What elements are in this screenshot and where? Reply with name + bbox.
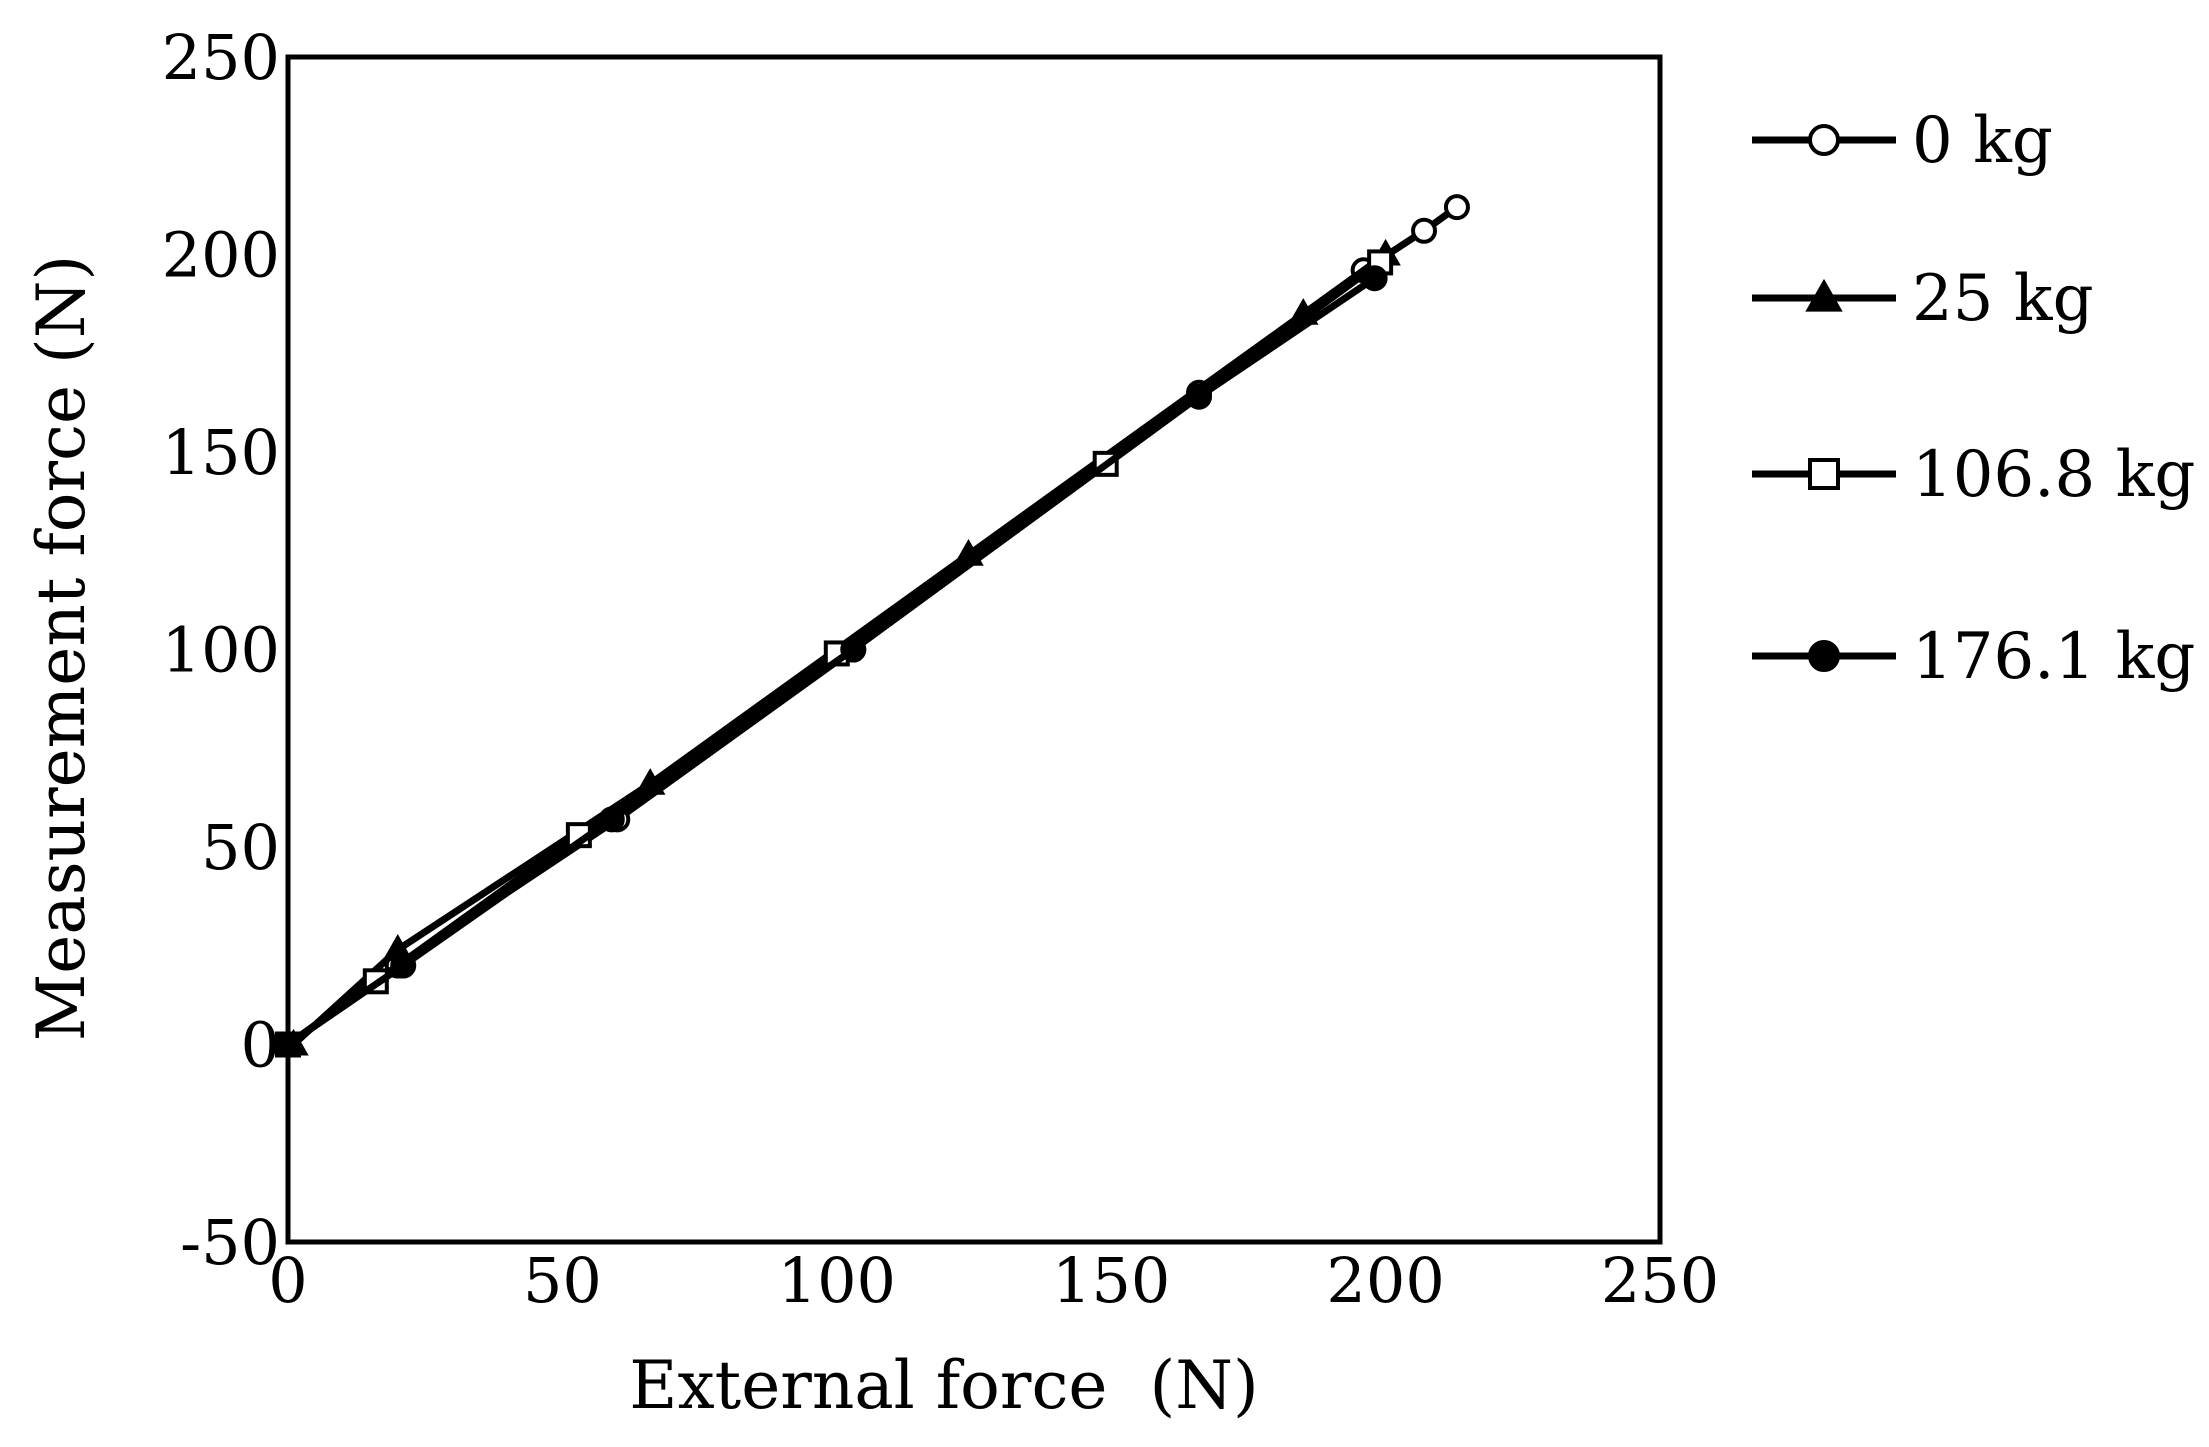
y-tick-label: 150 bbox=[162, 416, 280, 489]
x-tick-label: 100 bbox=[778, 1244, 896, 1317]
legend-marker bbox=[1808, 124, 1840, 156]
legend-marker bbox=[1808, 640, 1840, 672]
data-point bbox=[275, 1031, 301, 1058]
x-axis-label: External force (N) bbox=[629, 1347, 1258, 1424]
x-tick-label: 200 bbox=[1326, 1244, 1444, 1317]
data-point bbox=[390, 952, 417, 979]
x-tick-label: 50 bbox=[523, 1244, 602, 1317]
y-tick-label: 200 bbox=[162, 219, 280, 292]
legend-marker bbox=[1805, 278, 1843, 312]
y-tick-label: 250 bbox=[162, 21, 280, 94]
y-tick-label: -50 bbox=[180, 1206, 280, 1279]
x-tick-label: 250 bbox=[1601, 1244, 1719, 1317]
legend-item: 25 kg bbox=[1752, 262, 2094, 336]
series-4 bbox=[275, 265, 1388, 1058]
legend-label: 25 kg bbox=[1912, 262, 2094, 336]
x-tick-label: 150 bbox=[1052, 1244, 1170, 1317]
data-point bbox=[1361, 265, 1388, 292]
data-point bbox=[598, 806, 625, 833]
y-tick-label: 50 bbox=[201, 811, 280, 884]
legend-item: 176.1 kg bbox=[1752, 620, 2195, 694]
data-point bbox=[1186, 383, 1213, 410]
legend-label: 176.1 kg bbox=[1912, 620, 2195, 694]
data-point bbox=[1443, 194, 1470, 221]
series-line bbox=[286, 275, 1377, 1048]
legend-marker bbox=[1808, 458, 1840, 490]
legend: 0 kg 25 kg 106.8 kg 176.1 kg bbox=[1752, 104, 2195, 694]
y-axis-label: Measurement force (N) bbox=[23, 255, 100, 1042]
plot-frame bbox=[285, 54, 1663, 1245]
legend-item: 0 kg bbox=[1752, 104, 2053, 178]
y-tick-label: 0 bbox=[241, 1009, 280, 1082]
y-tick-labels: -50 0 50 100 150 200 250 bbox=[162, 21, 280, 1279]
data-point bbox=[840, 636, 867, 663]
data-point bbox=[1411, 217, 1438, 244]
legend-item: 106.8 kg bbox=[1752, 438, 2195, 512]
x-tick-labels: 0 50 100 150 200 250 bbox=[268, 1244, 1719, 1317]
legend-label: 106.8 kg bbox=[1912, 438, 2195, 512]
series-layer bbox=[275, 194, 1470, 1058]
x-tick-label: 0 bbox=[268, 1244, 307, 1317]
legend-label: 0 kg bbox=[1912, 104, 2053, 178]
y-tick-label: 100 bbox=[162, 614, 280, 687]
